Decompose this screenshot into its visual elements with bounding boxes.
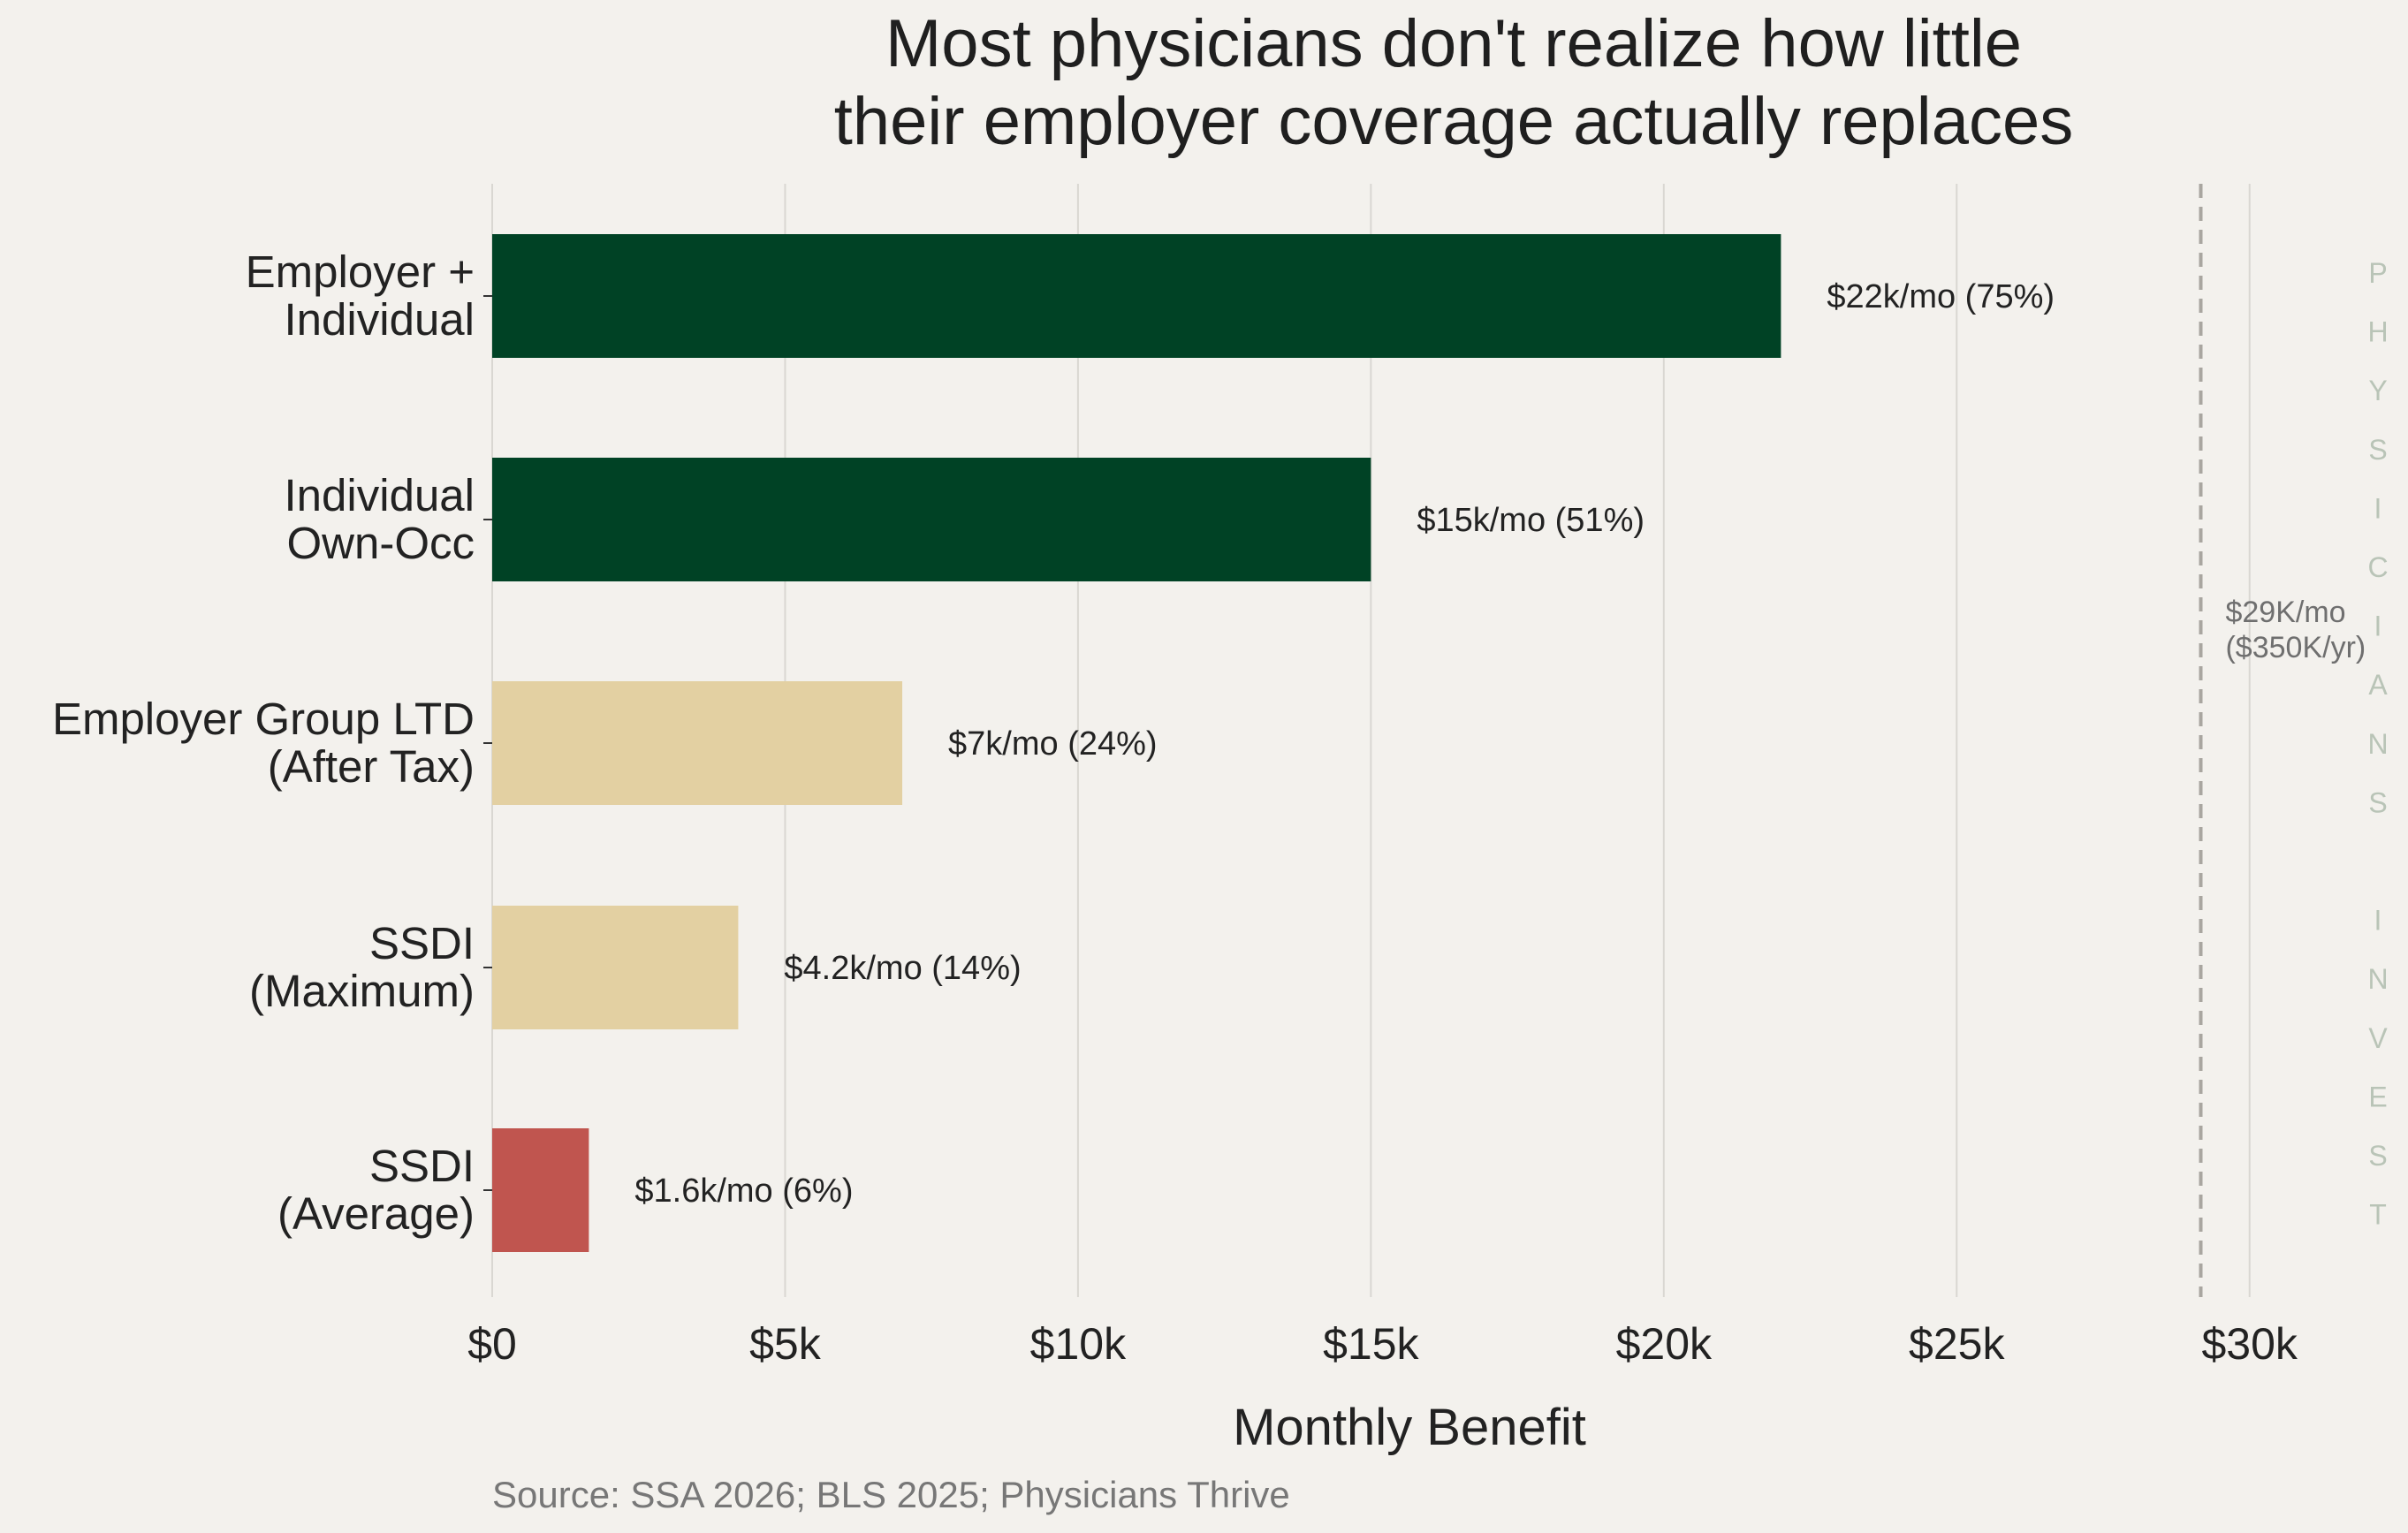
y-category-label: SSDI <box>369 918 475 968</box>
y-category-label: Employer + <box>246 247 475 297</box>
watermark-letter: I <box>2374 611 2382 642</box>
watermark-letter: I <box>2374 905 2382 937</box>
y-axis-labels: Employer +IndividualIndividualOwn-OccEmp… <box>52 247 492 1239</box>
x-tick-label: $5k <box>749 1319 822 1369</box>
bar <box>492 1128 589 1252</box>
y-category-label: SSDI <box>369 1141 475 1191</box>
watermark-letter: T <box>2369 1199 2387 1231</box>
y-category-label: Individual <box>285 294 475 345</box>
y-category-label: Individual <box>285 470 475 520</box>
bar <box>492 681 903 805</box>
bar-value-label: $7k/mo (24%) <box>948 725 1158 763</box>
watermark-letter: S <box>2368 786 2387 818</box>
x-axis-ticks: $0 $5k $10k $15k $20k $25k $30k <box>467 1319 2298 1369</box>
bar <box>492 234 1781 358</box>
x-tick-label: $0 <box>467 1319 517 1369</box>
x-axis-label: Monthly Benefit <box>1233 1399 1586 1456</box>
chart-title-line: Most physicians don't realize how little <box>885 6 2022 81</box>
x-tick-label: $20k <box>1616 1319 1713 1369</box>
reference-line-label: ($350K/yr) <box>2225 631 2366 664</box>
watermark-letter: N <box>2367 963 2388 995</box>
bar <box>492 906 739 1029</box>
bars: $22k/mo (75%) $15k/mo (51%) $7k/mo (24%) $4… <box>492 234 2055 1252</box>
watermark-letter: I <box>2374 492 2382 524</box>
y-category-label: (Average) <box>277 1188 475 1239</box>
y-category-label: (After Tax) <box>268 741 475 792</box>
watermark-letter: V <box>2368 1022 2388 1054</box>
y-category-label: Own-Occ <box>286 518 475 568</box>
watermark-letter: H <box>2367 316 2388 348</box>
x-tick-label: $15k <box>1323 1319 1419 1369</box>
y-category-label: Employer Group LTD <box>52 694 475 744</box>
grid-lines <box>491 184 2251 1297</box>
bar-value-label: $1.6k/mo (6%) <box>634 1173 853 1210</box>
reference-line-group: $29K/mo($350K/yr) <box>2199 184 2366 1297</box>
watermark-letter: P <box>2368 257 2387 289</box>
watermark-letter: E <box>2368 1081 2387 1112</box>
watermark-letter: S <box>2368 434 2387 466</box>
watermark-letter: N <box>2367 728 2388 760</box>
bar-value-label: $4.2k/mo (14%) <box>784 950 1021 987</box>
watermark-letter: S <box>2368 1140 2387 1172</box>
bar-value-label: $15k/mo (51%) <box>1417 502 1645 539</box>
chart-title: Most physicians don't realize how little… <box>834 6 2073 159</box>
watermark-letter: Y <box>2368 375 2387 406</box>
bar <box>492 458 1371 581</box>
watermark-letter: C <box>2367 551 2388 583</box>
reference-line-label: $29K/mo <box>2225 596 2345 629</box>
bar-value-label: $22k/mo (75%) <box>1827 278 2055 315</box>
x-tick-label: $25k <box>1909 1319 2005 1369</box>
x-tick-label: $30k <box>2201 1319 2298 1369</box>
source-note: Source: SSA 2026; BLS 2025; Physicians T… <box>492 1474 1290 1515</box>
y-category-label: (Maximum) <box>249 966 475 1016</box>
chart-title-line: their employer coverage actually replace… <box>834 84 2073 159</box>
x-tick-label: $10k <box>1030 1319 1127 1369</box>
watermark-letter: A <box>2368 669 2388 701</box>
